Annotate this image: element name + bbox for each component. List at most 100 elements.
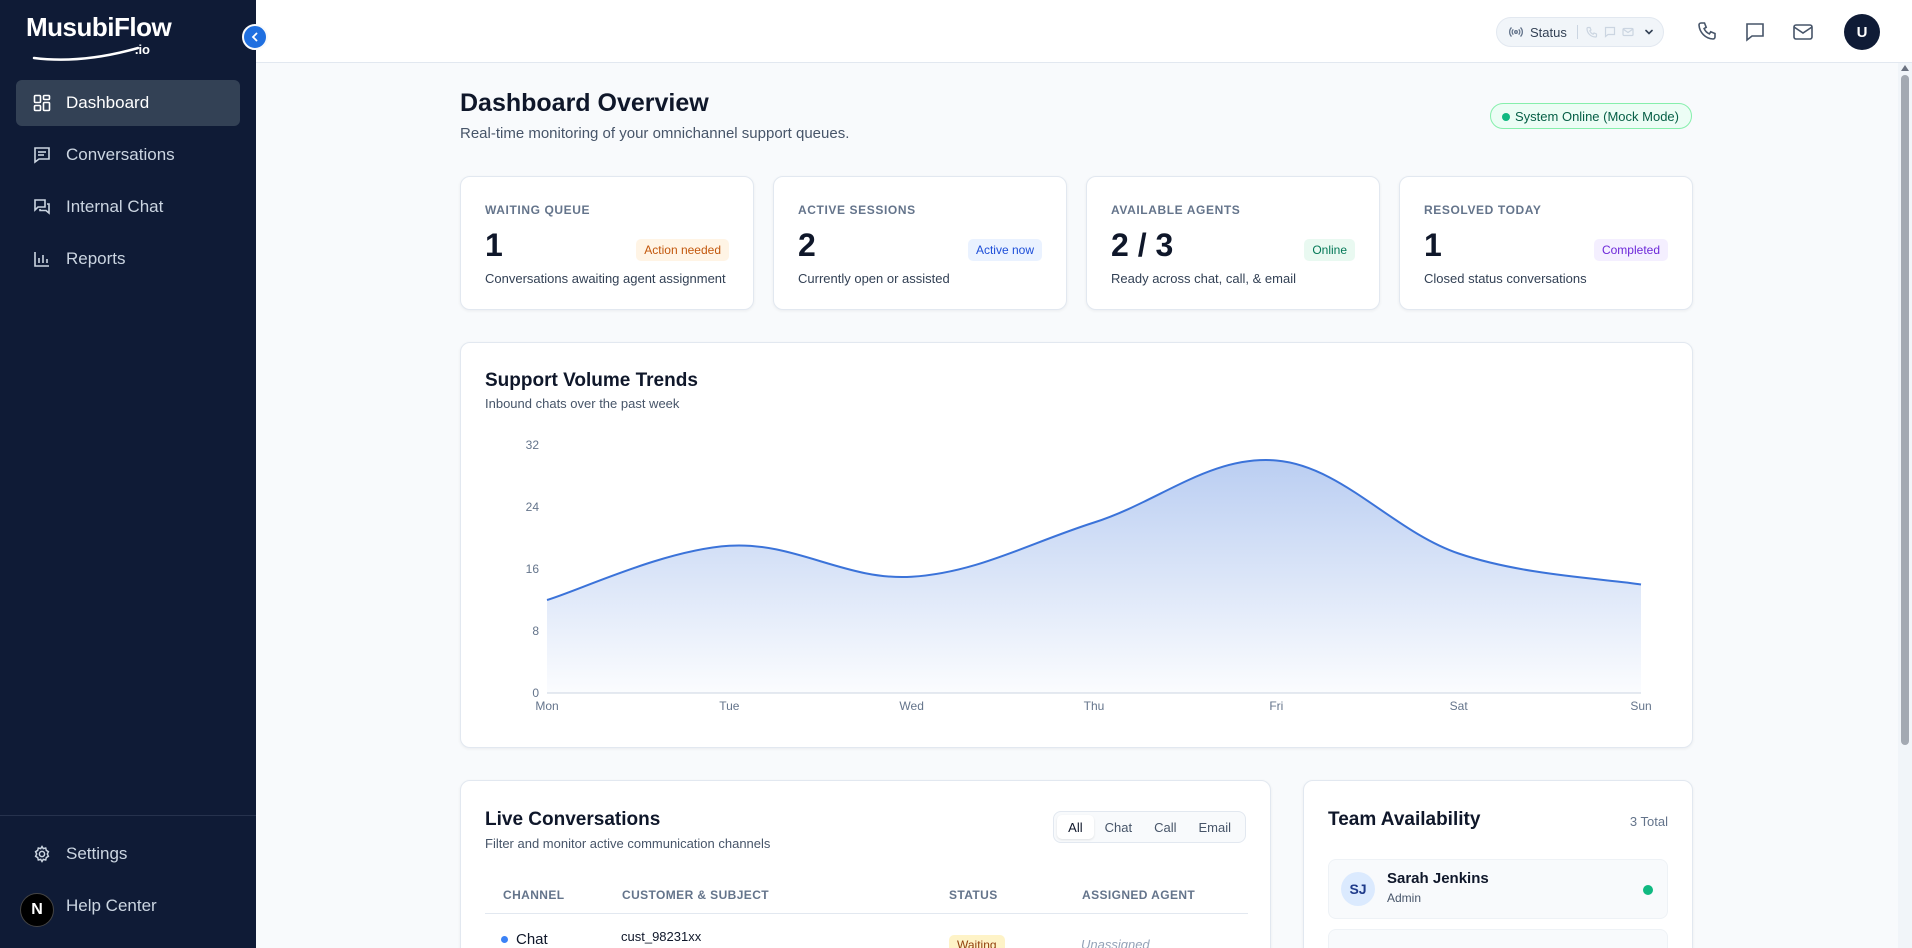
sidebar-collapse-button[interactable] xyxy=(242,24,268,50)
row-channel-label: Chat xyxy=(516,931,548,948)
sidebar-item-settings[interactable]: Settings xyxy=(16,832,240,876)
row-assigned-agent: Unassigned xyxy=(1081,937,1150,948)
brand-logo[interactable]: MusubiFlow .io xyxy=(26,12,172,61)
sidebar-item-conversations[interactable]: Conversations xyxy=(16,132,240,178)
sidebar: MusubiFlow .io Dashboard Conversations I… xyxy=(0,0,256,948)
filter-all[interactable]: All xyxy=(1057,815,1094,839)
sidebar-footer: Settings Help Center xyxy=(0,815,256,936)
stat-card-resolved-today: RESOLVED TODAY 1 Completed Closed status… xyxy=(1399,176,1693,310)
channel-filter: All Chat Call Email xyxy=(1053,811,1246,843)
stat-label: AVAILABLE AGENTS xyxy=(1111,203,1241,217)
stat-badge: Action needed xyxy=(636,239,729,261)
filter-call[interactable]: Call xyxy=(1154,819,1177,835)
chart-x-tick-label: Fri xyxy=(1269,699,1283,713)
chart-y-tick-label: 24 xyxy=(526,500,540,514)
chart-series-line xyxy=(546,459,1642,601)
column-header-channel[interactable]: CHANNEL xyxy=(503,888,565,902)
status-divider xyxy=(1576,25,1578,39)
team-total-count: 3 Total xyxy=(1629,814,1668,829)
user-avatar[interactable]: U xyxy=(1844,14,1880,50)
brand-name: MusubiFlow xyxy=(26,12,172,42)
top-header: Status U xyxy=(256,0,1912,63)
channel-dot-icon xyxy=(501,936,508,943)
chart-y-tick-label: 32 xyxy=(526,438,540,452)
sidebar-item-label: Dashboard xyxy=(66,93,150,112)
internal-chat-icon xyxy=(32,197,52,217)
mail-icon[interactable] xyxy=(1791,20,1815,44)
chat-mini-icon xyxy=(1604,26,1615,38)
stat-badge: Online xyxy=(1304,239,1355,261)
table-header-divider xyxy=(485,913,1248,914)
conversations-icon xyxy=(32,145,52,165)
sidebar-item-label: Conversations xyxy=(66,145,175,164)
sidebar-item-help-center[interactable]: Help Center xyxy=(16,884,240,928)
stat-label: RESOLVED TODAY xyxy=(1424,203,1542,217)
sidebar-item-internal-chat[interactable]: Internal Chat xyxy=(16,184,240,230)
stat-description: Closed status conversations xyxy=(1424,271,1587,286)
chart-x-tick-label: Mon xyxy=(535,699,558,713)
status-label: Status xyxy=(1530,24,1567,40)
status-dropdown[interactable]: Status xyxy=(1496,17,1664,47)
member-role: Admin xyxy=(1387,891,1422,905)
filter-chat[interactable]: Chat xyxy=(1104,819,1133,835)
stat-card-available-agents: AVAILABLE AGENTS 2 / 3 Online Ready acro… xyxy=(1086,176,1380,310)
chevron-left-icon xyxy=(251,32,258,42)
stat-value: 1 xyxy=(485,227,503,263)
live-conversations-card: Live Conversations Filter and monitor ac… xyxy=(460,780,1271,948)
team-availability-card: Team Availability 3 Total SJ Sarah Jenki… xyxy=(1303,780,1693,948)
scrollbar-thumb[interactable] xyxy=(1901,75,1909,745)
column-header-status[interactable]: STATUS xyxy=(949,888,998,902)
stat-label: ACTIVE SESSIONS xyxy=(798,203,916,217)
member-avatar: SJ xyxy=(1341,872,1375,906)
row-customer: cust_98231xx xyxy=(621,929,702,944)
chart-y-tick-label: 0 xyxy=(532,686,539,700)
gear-icon xyxy=(32,844,52,864)
sidebar-item-label: Reports xyxy=(66,249,126,268)
stat-value: 2 xyxy=(798,227,816,263)
stat-badge: Completed xyxy=(1593,239,1668,261)
scroll-up-arrow-icon[interactable] xyxy=(1901,65,1909,71)
system-status-badge: System Online (Mock Mode) xyxy=(1490,103,1692,129)
chart-x-tick-label: Sat xyxy=(1450,699,1469,713)
chevron-down-icon xyxy=(1645,29,1653,35)
support-volume-chart-card: Support Volume Trends Inbound chats over… xyxy=(460,342,1693,748)
sidebar-item-label: Settings xyxy=(66,844,128,863)
filter-email[interactable]: Email xyxy=(1198,819,1231,835)
stat-description: Conversations awaiting agent assignment xyxy=(485,271,726,286)
stat-value: 2 / 3 xyxy=(1111,227,1174,263)
stat-card-active-sessions: ACTIVE SESSIONS 2 Active now Currently o… xyxy=(773,176,1067,310)
stat-badge: Active now xyxy=(967,239,1042,261)
column-header-customer[interactable]: CUSTOMER & SUBJECT xyxy=(622,888,769,902)
team-member-item[interactable]: SJ Sarah Jenkins Admin xyxy=(1328,859,1668,919)
column-header-agent[interactable]: ASSIGNED AGENT xyxy=(1082,888,1196,902)
member-name: Sarah Jenkins xyxy=(1387,870,1489,887)
sidebar-item-label: Help Center xyxy=(66,896,157,915)
page-scrollbar[interactable] xyxy=(1898,63,1912,948)
stat-label: WAITING QUEUE xyxy=(485,203,591,217)
sidebar-item-dashboard[interactable]: Dashboard xyxy=(16,80,240,126)
sidebar-item-reports[interactable]: Reports xyxy=(16,236,240,282)
sidebar-nav: Dashboard Conversations Internal Chat Re… xyxy=(16,80,240,288)
row-status-badge: Waiting xyxy=(949,935,1005,948)
chart-title: Support Volume Trends xyxy=(485,370,698,391)
brand-suffix: .io xyxy=(134,42,150,57)
page-subtitle: Real-time monitoring of your omnichannel… xyxy=(460,125,850,142)
member-status-dot xyxy=(1643,885,1653,895)
chart-y-tick-label: 16 xyxy=(526,562,540,576)
chart-x-tick-label: Thu xyxy=(1084,699,1105,713)
chart-area-fill xyxy=(547,460,1641,693)
team-member-item[interactable] xyxy=(1328,929,1668,948)
dashboard-icon xyxy=(32,93,52,113)
logo-swoosh-icon xyxy=(32,46,140,61)
page-title: Dashboard Overview xyxy=(460,89,709,117)
phone-icon[interactable] xyxy=(1696,20,1720,44)
stat-card-waiting-queue: WAITING QUEUE 1 Action needed Conversati… xyxy=(460,176,754,310)
dev-badge[interactable]: N xyxy=(20,893,54,927)
sidebar-item-label: Internal Chat xyxy=(66,197,164,216)
phone-mini-icon xyxy=(1586,26,1597,38)
live-conversations-title: Live Conversations xyxy=(485,809,661,830)
broadcast-icon xyxy=(1509,27,1523,37)
reports-icon xyxy=(32,249,52,269)
chat-icon[interactable] xyxy=(1743,20,1767,44)
chart-x-tick-label: Tue xyxy=(719,699,740,713)
